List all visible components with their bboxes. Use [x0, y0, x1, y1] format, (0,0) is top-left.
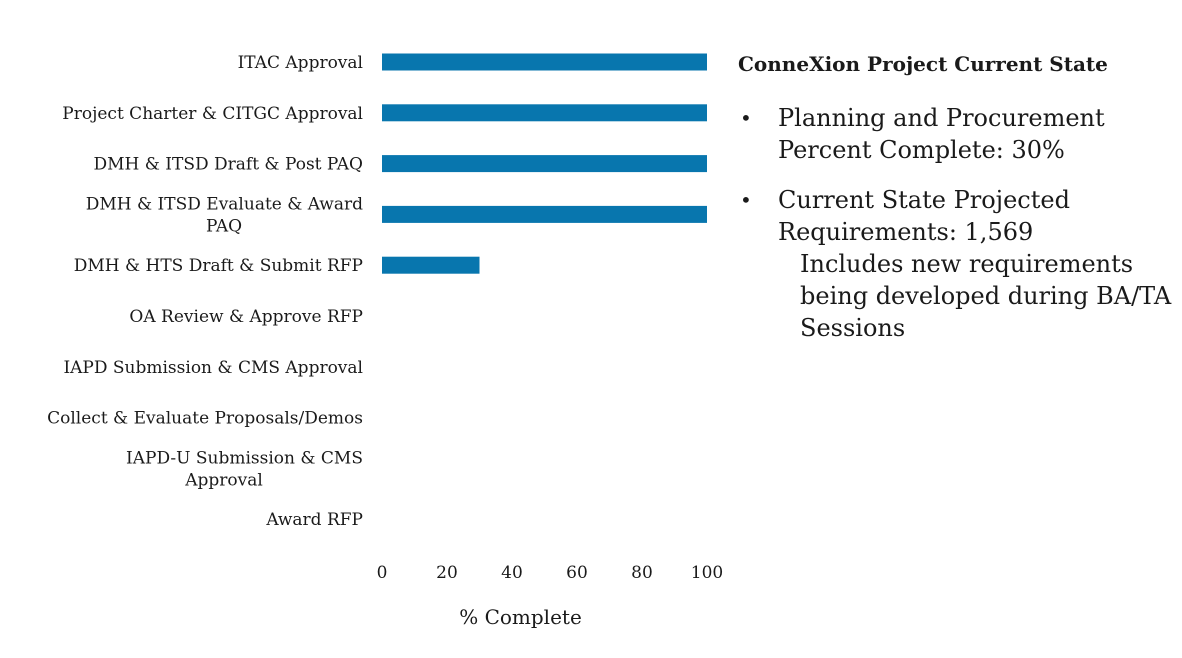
sub-note-line: being developed during BA/TA — [800, 282, 1172, 310]
category-label: DMH & ITSD Evaluate & Award — [86, 194, 363, 214]
sub-note-line: Sessions — [800, 314, 906, 342]
bullet-projected-requirements: • Current State Projected Requirements: … — [738, 184, 1178, 344]
bullet-line: Requirements: 1,569 — [778, 218, 1034, 246]
category-label: Award RFP — [265, 510, 363, 530]
bullet-planning-procurement: • Planning and Procurement Percent Compl… — [738, 102, 1178, 166]
x-tick-label: 40 — [501, 563, 523, 583]
x-tick-label: 0 — [377, 563, 388, 583]
panel-title: ConneXion Project Current State — [738, 52, 1108, 76]
progress-bar-chart: ITAC Approval Project Charter & CITGC App… — [47, 53, 723, 629]
project-state-panel: ConneXion Project Current State • Planni… — [738, 52, 1178, 362]
category-label: Approval — [184, 470, 263, 490]
sub-note-line: Includes new requirements — [800, 250, 1134, 278]
bar — [382, 205, 707, 223]
bullet-line: Percent Complete: 30% — [778, 136, 1065, 164]
category-label: IAPD-U Submission & CMS — [126, 448, 363, 468]
bullet-line: Planning and Procurement — [778, 104, 1105, 132]
x-tick-label: 20 — [436, 563, 458, 583]
bar — [382, 53, 707, 71]
category-label: ITAC Approval — [238, 53, 363, 73]
category-label: DMH & HTS Draft & Submit RFP — [74, 256, 363, 276]
category-label: OA Review & Approve RFP — [129, 307, 363, 327]
bar — [382, 104, 707, 122]
category-label: PAQ — [206, 216, 242, 236]
bullet-dot: • — [740, 106, 752, 130]
bullet-dot: • — [740, 188, 752, 212]
x-tick-label: 60 — [566, 563, 588, 583]
x-axis-title: % Complete — [459, 605, 582, 629]
bullet-line: Current State Projected — [778, 186, 1070, 214]
bar — [382, 155, 707, 173]
category-label: DMH & ITSD Draft & Post PAQ — [93, 155, 363, 175]
bar — [382, 256, 480, 274]
x-tick-label: 100 — [691, 563, 723, 583]
category-label: Project Charter & CITGC Approval — [62, 104, 363, 124]
x-tick-label: 80 — [631, 563, 653, 583]
category-label: Collect & Evaluate Proposals/Demos — [47, 409, 363, 429]
category-label: IAPD Submission & CMS Approval — [63, 358, 363, 378]
